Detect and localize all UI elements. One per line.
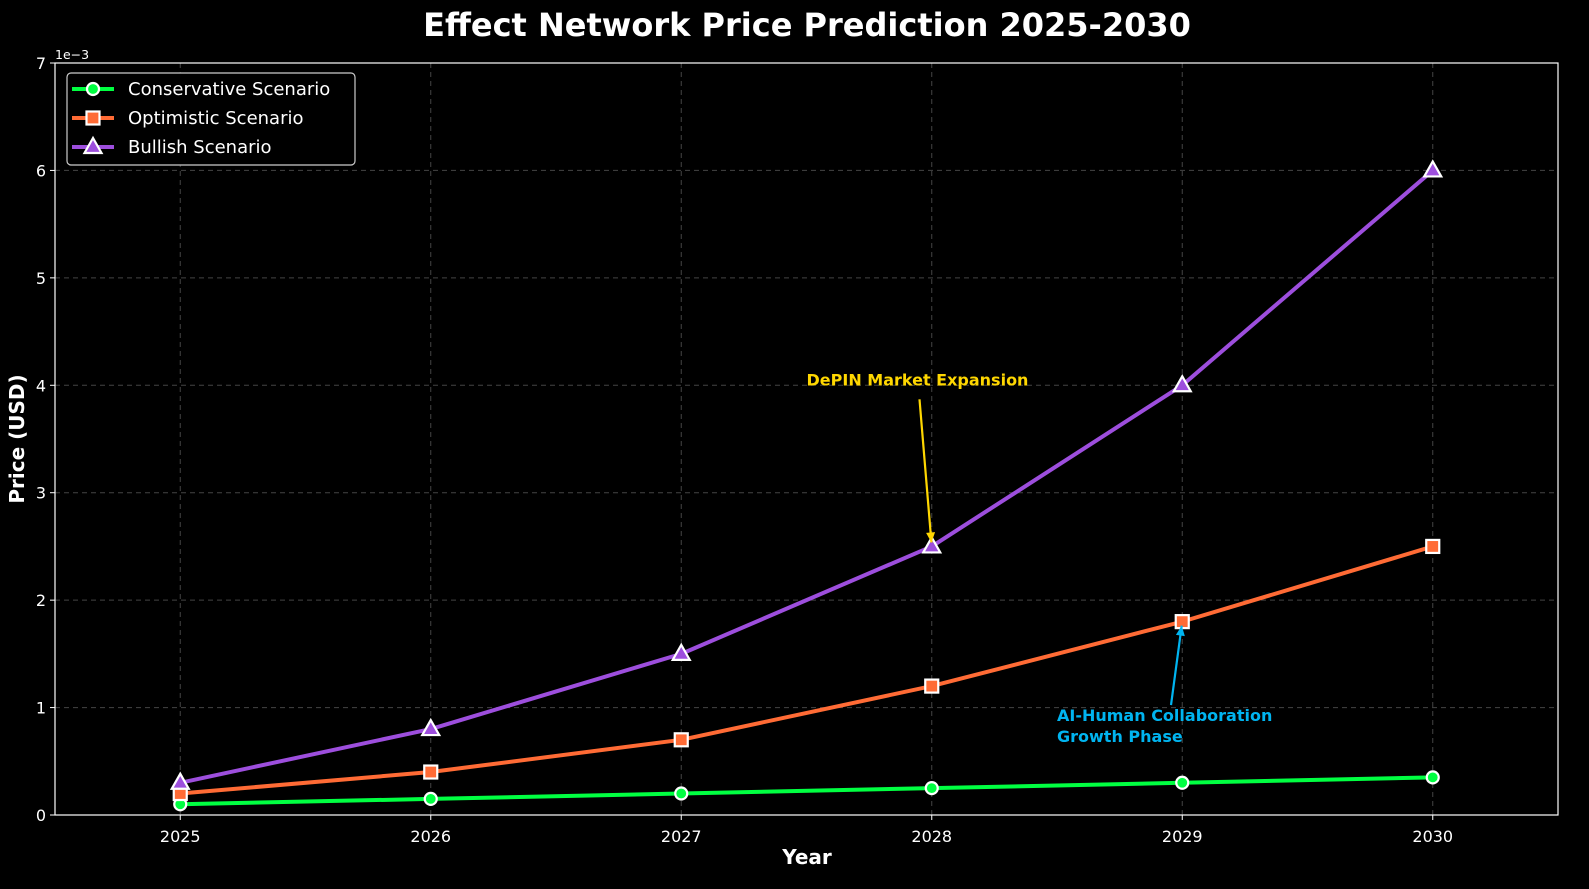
annotation-text: AI-Human Collaboration Growth Phase	[1057, 706, 1272, 746]
annotation-line: DePIN Market Expansion	[807, 370, 1029, 389]
data-point	[420, 717, 442, 737]
y-tick-label: 1	[36, 699, 46, 718]
y-tick-label: 0	[36, 806, 46, 825]
x-axis-label: Year	[781, 845, 832, 869]
legend-box	[66, 72, 356, 166]
legend-label: Conservative Scenario	[128, 79, 330, 100]
y-tick-label: 2	[36, 591, 46, 610]
annotation-line: AI-Human Collaboration	[1057, 706, 1272, 725]
series-optimistic	[172, 538, 1441, 802]
arrow-head	[1175, 625, 1185, 637]
series-group	[169, 159, 1444, 812]
annotation-line: Growth Phase	[1057, 727, 1183, 746]
data-point	[924, 781, 939, 796]
arrow-head	[926, 532, 936, 543]
annotation: DePIN Market Expansion	[807, 370, 1029, 543]
series-bullish	[169, 159, 1444, 790]
y-tick-label: 5	[36, 269, 46, 288]
x-tick-label: 2025	[160, 827, 201, 846]
x-tick-label: 2027	[661, 827, 702, 846]
x-axis: 2025 2026 2027 2028 2029 2030	[160, 815, 1453, 846]
annotation: AI-Human Collaboration Growth Phase	[1057, 625, 1272, 746]
y-axis-label: Price (USD)	[5, 374, 29, 503]
y-axis: 0 1 2 3 4 5 6 7	[36, 54, 55, 825]
data-point	[423, 791, 438, 806]
y-tick-label: 4	[36, 376, 46, 395]
data-point	[1425, 770, 1440, 785]
data-point	[674, 786, 689, 801]
data-point	[924, 678, 940, 694]
legend-marker	[85, 81, 101, 97]
legend-label: Bullish Scenario	[128, 137, 272, 158]
y-tick-label: 7	[36, 54, 46, 73]
x-tick-label: 2028	[911, 827, 952, 846]
data-point	[169, 771, 191, 790]
data-point	[423, 764, 439, 780]
legend-marker	[85, 110, 101, 126]
x-tick-label: 2030	[1412, 827, 1453, 846]
series-line	[180, 775, 1433, 807]
data-point	[1171, 374, 1193, 393]
data-point	[673, 732, 689, 748]
y-offset-label: 1e−3	[55, 47, 89, 62]
data-point	[1422, 159, 1444, 178]
annotation-arrow	[1169, 625, 1183, 706]
data-point	[1425, 538, 1441, 555]
legend-marker	[82, 135, 104, 155]
data-point	[670, 642, 692, 661]
annotation-text: DePIN Market Expansion	[807, 370, 1029, 389]
y-tick-label: 6	[36, 161, 46, 180]
series-conservative	[173, 770, 1440, 812]
chart-title: Effect Network Price Prediction 2025-203…	[423, 6, 1191, 44]
legend-label: Optimistic Scenario	[128, 108, 304, 129]
plot-area	[54, 62, 1559, 816]
legend: Conservative Scenario Optimistic Scenario…	[66, 72, 356, 166]
x-tick-label: 2029	[1162, 827, 1203, 846]
series-line	[179, 168, 1435, 785]
data-point	[1175, 775, 1190, 790]
annotations: DePIN Market Expansion AI-Human Collabora…	[807, 370, 1273, 746]
series-line	[180, 544, 1434, 796]
annotation-arrow	[918, 399, 933, 543]
y-tick-label: 3	[36, 484, 46, 503]
data-point	[921, 535, 943, 554]
x-tick-label: 2026	[410, 827, 451, 846]
